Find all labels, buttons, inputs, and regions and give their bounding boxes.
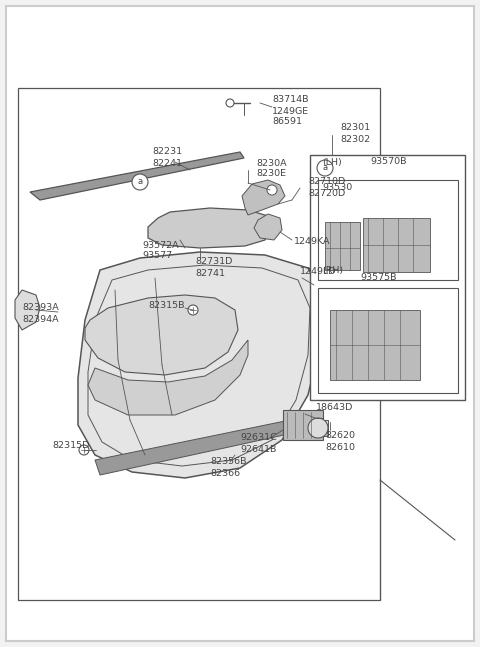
- Polygon shape: [15, 290, 40, 330]
- Text: 18643D: 18643D: [316, 404, 353, 413]
- Text: 86591: 86591: [272, 118, 302, 127]
- Bar: [310, 155, 465, 400]
- Polygon shape: [330, 310, 420, 380]
- Polygon shape: [95, 420, 298, 475]
- Polygon shape: [325, 222, 360, 270]
- Text: 92631C: 92631C: [240, 433, 277, 443]
- Circle shape: [267, 185, 277, 195]
- Circle shape: [132, 174, 148, 190]
- Polygon shape: [85, 295, 238, 375]
- Bar: [308, 420, 328, 436]
- Circle shape: [308, 418, 328, 438]
- Text: 1249LD: 1249LD: [300, 267, 336, 276]
- Bar: [318, 180, 458, 280]
- Polygon shape: [30, 152, 244, 200]
- Text: 82301: 82301: [340, 124, 370, 133]
- Bar: [18, 88, 380, 600]
- Circle shape: [317, 160, 333, 176]
- Text: 1249KA: 1249KA: [294, 237, 331, 247]
- Text: 82741: 82741: [195, 269, 225, 278]
- Bar: [283, 410, 323, 440]
- Circle shape: [226, 99, 234, 107]
- Text: 82241: 82241: [152, 159, 182, 168]
- Polygon shape: [88, 340, 248, 415]
- Polygon shape: [78, 252, 322, 478]
- Circle shape: [79, 445, 89, 455]
- Text: 82731D: 82731D: [195, 258, 232, 267]
- Text: 83714B: 83714B: [272, 96, 309, 105]
- Text: 93577: 93577: [142, 252, 172, 261]
- Text: 92641B: 92641B: [240, 446, 276, 454]
- Text: 82710D: 82710D: [308, 177, 345, 186]
- Bar: [318, 288, 458, 393]
- Text: 82315B: 82315B: [148, 302, 184, 311]
- Text: 93570B: 93570B: [370, 157, 407, 166]
- Polygon shape: [148, 208, 272, 248]
- Text: 8230A: 8230A: [256, 159, 287, 168]
- Text: 82315D: 82315D: [52, 441, 89, 450]
- Text: 82720D: 82720D: [308, 188, 345, 197]
- Text: 93575B: 93575B: [360, 274, 396, 283]
- Text: 93572A: 93572A: [142, 241, 179, 250]
- Polygon shape: [254, 214, 282, 240]
- Polygon shape: [363, 218, 430, 272]
- Polygon shape: [242, 180, 285, 215]
- Circle shape: [188, 305, 198, 315]
- Text: 82394A: 82394A: [22, 316, 59, 325]
- Text: 82231: 82231: [152, 148, 182, 157]
- Text: a: a: [323, 164, 327, 173]
- Text: 1249GE: 1249GE: [272, 107, 309, 116]
- Text: a: a: [137, 177, 143, 186]
- Text: 8230E: 8230E: [256, 170, 286, 179]
- Text: 82393A: 82393A: [22, 303, 59, 313]
- Text: (LH): (LH): [322, 157, 342, 166]
- Text: 82366: 82366: [210, 468, 240, 477]
- Text: 82356B: 82356B: [210, 457, 247, 466]
- Text: 82302: 82302: [340, 135, 370, 144]
- Text: 93530: 93530: [322, 184, 352, 193]
- Text: (RH): (RH): [322, 265, 343, 274]
- Text: 82620: 82620: [325, 430, 355, 439]
- Text: 82610: 82610: [325, 443, 355, 452]
